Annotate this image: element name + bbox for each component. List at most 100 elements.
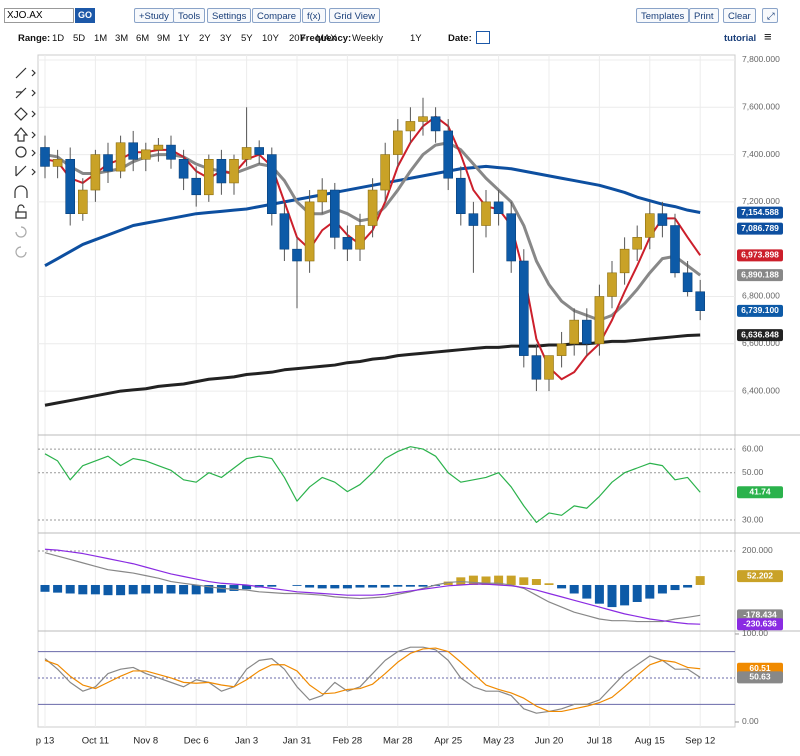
range-option[interactable]: 1D <box>52 33 65 44</box>
candle-body <box>191 177 201 196</box>
price-tag <box>737 304 783 317</box>
candle-body <box>52 159 63 167</box>
price-tag-label: 6,890.188 <box>741 269 779 279</box>
x-tick-label: p 13 <box>36 736 55 747</box>
range-option[interactable]: 6M <box>136 33 150 44</box>
histogram-bar <box>620 584 630 606</box>
y-tick-label: 100.00 <box>742 628 768 638</box>
candle-body <box>40 147 50 167</box>
tool-measure[interactable] <box>15 165 27 177</box>
range-option[interactable]: 1Y <box>178 33 190 44</box>
toolbar-button[interactable]: Compare <box>252 8 302 23</box>
range-option[interactable]: 20Y <box>289 33 306 44</box>
range-option[interactable]: 5D <box>73 33 86 44</box>
candle-body <box>115 142 126 172</box>
tool-undo[interactable] <box>15 226 27 238</box>
price-tag-label: 6,739.100 <box>741 305 779 315</box>
candle-body <box>430 116 441 132</box>
expand-button[interactable]: ⤢ <box>762 8 778 23</box>
price-tag-label: 60.51 <box>749 663 771 673</box>
toolbar-button[interactable]: Grid View <box>329 8 381 23</box>
histogram-bar <box>267 584 277 587</box>
histogram-bar <box>443 581 453 585</box>
candle-body <box>78 189 88 214</box>
symbol-input[interactable]: XJO.AX <box>4 8 74 23</box>
histogram-bar <box>65 584 75 594</box>
range-option[interactable]: 3Y <box>220 33 232 44</box>
toolbar-button[interactable]: Print <box>689 8 719 23</box>
tool-arrow[interactable] <box>13 127 29 142</box>
histogram-bar <box>141 584 151 594</box>
toolbar-button[interactable]: Clear <box>723 8 756 23</box>
tool-fib[interactable] <box>15 87 27 99</box>
histogram-bar <box>317 584 327 589</box>
range-option[interactable]: 2Y <box>199 33 211 44</box>
candle-body <box>657 213 668 226</box>
menu-button[interactable]: ≡ <box>764 29 772 44</box>
period-select[interactable]: 1Y <box>410 33 422 44</box>
tool-line[interactable] <box>15 67 27 79</box>
histogram-bar <box>78 584 88 595</box>
candle-body <box>544 355 554 380</box>
y-tick-label: 0.00 <box>742 716 759 726</box>
candle-body <box>481 201 491 226</box>
frequency-label: Frequency: <box>300 33 352 44</box>
x-tick-label: Jan 3 <box>235 736 258 747</box>
histogram-bar <box>607 584 617 608</box>
go-button[interactable]: GO <box>75 8 95 23</box>
x-tick-label: Aug 15 <box>635 736 665 747</box>
candle-body <box>518 260 529 356</box>
candle-body <box>103 154 113 172</box>
tool-lock[interactable] <box>15 204 27 219</box>
histogram-bar <box>506 575 516 585</box>
x-tick-label: Sep 12 <box>685 736 715 747</box>
range-option[interactable]: 3M <box>115 33 129 44</box>
histogram-bar <box>481 576 491 585</box>
price-tag <box>737 329 783 342</box>
candle-body <box>216 159 227 184</box>
histogram-bar <box>242 584 252 590</box>
tutorial-link[interactable]: tutorial <box>724 33 757 44</box>
range-option[interactable]: 1M <box>94 33 108 44</box>
candle-body <box>594 296 605 345</box>
tool-redo[interactable] <box>15 246 27 258</box>
range-label: Range: <box>18 33 51 44</box>
candle-body <box>506 213 517 262</box>
histogram-bar <box>683 584 693 588</box>
tool-magnet[interactable] <box>14 185 28 198</box>
calendar-button[interactable] <box>476 31 490 44</box>
histogram-bar <box>166 584 176 594</box>
tool-shape[interactable] <box>14 107 28 121</box>
toolbar-button[interactable]: +Study <box>134 8 174 23</box>
range-option[interactable]: 10Y <box>262 33 279 44</box>
histogram-bar <box>569 584 579 594</box>
candle-body <box>266 154 277 214</box>
price-tag-label: 6,973.898 <box>741 250 779 260</box>
y-tick-label: 50.00 <box>742 467 764 477</box>
toolbar-button[interactable]: Tools <box>173 8 206 23</box>
tool-text[interactable] <box>15 146 27 158</box>
histogram-bar <box>305 584 315 588</box>
range-option[interactable]: 5Y <box>241 33 253 44</box>
candle-body <box>342 237 353 250</box>
price-tag-label: 50.63 <box>749 672 771 682</box>
candle-body <box>304 201 315 262</box>
candle-body <box>279 213 290 250</box>
price-tag-label: 7,154.588 <box>741 207 779 217</box>
price-tag <box>737 249 783 262</box>
range-bar: Range: Frequency: Weekly 1Y Date: tutori… <box>0 30 800 48</box>
range-option[interactable]: MAX <box>316 33 337 44</box>
toolbar-button[interactable]: Templates <box>636 8 690 23</box>
candle-body <box>90 154 101 191</box>
histogram-bar <box>191 584 201 595</box>
range-option[interactable]: 9M <box>157 33 171 44</box>
histogram-bar <box>292 584 302 586</box>
toolbar-button[interactable]: f(x) <box>302 8 326 23</box>
toolbar-button[interactable]: Settings <box>207 8 252 23</box>
candle-body <box>468 213 479 226</box>
frequency-select[interactable]: Weekly <box>352 33 383 44</box>
price-tag <box>737 486 783 499</box>
candle-body <box>569 319 580 345</box>
